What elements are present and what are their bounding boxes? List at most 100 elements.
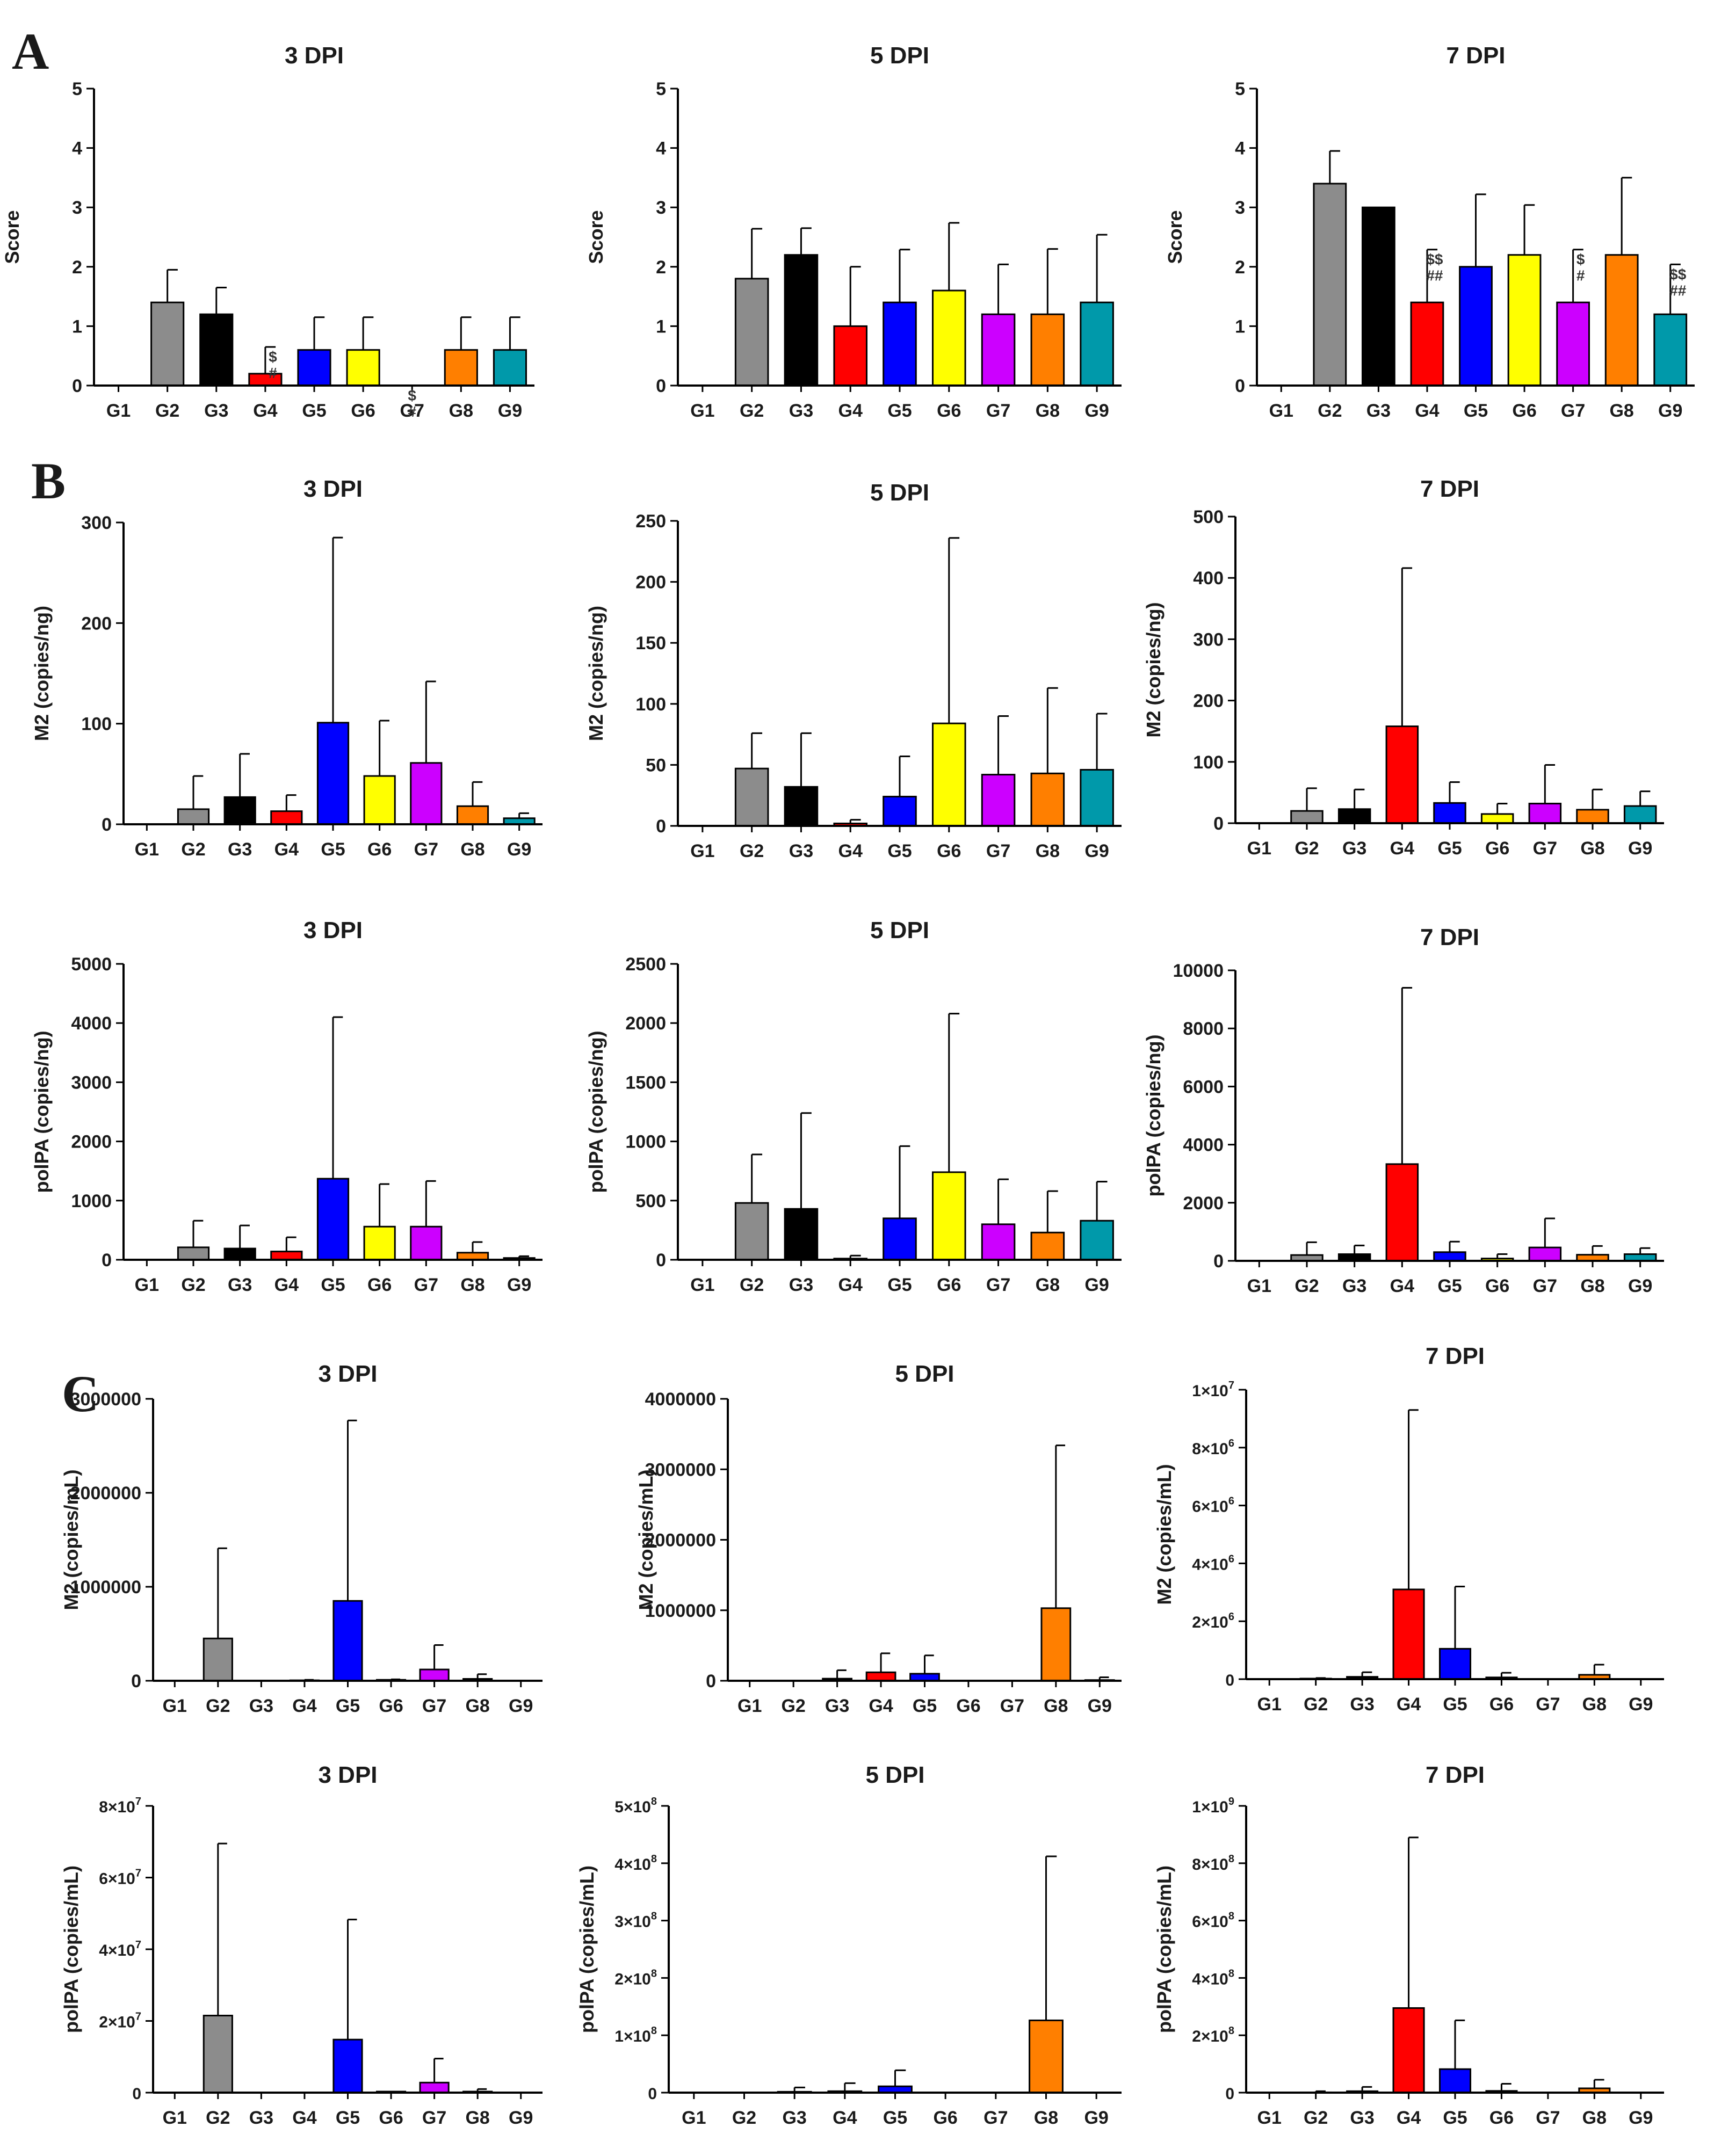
y-tick-label: 0 xyxy=(656,1250,666,1271)
x-tick-label-g4: G4 xyxy=(1415,401,1439,421)
chart-b-8: 5 DPI polPA (copies/ng) G1 G2 G3 G4 G5 G6 G7 G8 G9… xyxy=(585,917,1122,1295)
x-tick-label-g8: G8 xyxy=(465,2108,489,2128)
y-tick-label: 2 xyxy=(656,257,666,278)
bar-g9 xyxy=(1653,313,1688,387)
y-tick-label: 100 xyxy=(635,694,666,715)
bar-g7 xyxy=(419,1668,450,1682)
y-tick-label: 0 xyxy=(1225,2085,1234,2103)
y-tick-label: 4 xyxy=(1235,139,1245,159)
x-tick-label-g5: G5 xyxy=(336,1696,360,1716)
chart-title: 5 DPI xyxy=(870,917,929,943)
bar-g2 xyxy=(203,2014,233,2094)
bar-g8 xyxy=(1030,313,1065,387)
x-tick-label-g4: G4 xyxy=(1397,1694,1421,1715)
bar-g2 xyxy=(734,767,769,827)
bar-g5 xyxy=(316,1178,350,1261)
chart-title: 5 DPI xyxy=(865,1762,924,1788)
y-tick-label: 0 xyxy=(656,376,666,396)
bar-g4 xyxy=(270,810,303,825)
x-tick-label-g4: G4 xyxy=(292,1696,316,1716)
bar-g8 xyxy=(1030,772,1065,827)
chart-a-2: 5 DPI Score G1 G2 G3 G4 G5 G6 G7 G8 G9 0 1 2 3 4 5 xyxy=(585,42,1122,421)
y-tick-label: 2000000 xyxy=(70,1483,141,1504)
x-tick-label-g4: G4 xyxy=(869,1696,893,1716)
x-tick-label-g1: G1 xyxy=(690,401,714,421)
y-tick-label: 1000000 xyxy=(70,1577,141,1598)
chart-title: 7 DPI xyxy=(1426,1762,1485,1788)
y-tick-label: 6×108 xyxy=(1192,1911,1234,1931)
bar-g4 xyxy=(1392,2007,1425,2094)
x-tick-label-g2: G2 xyxy=(206,1696,230,1716)
y-tick-label: 1 xyxy=(1235,316,1245,337)
significance-mark: # xyxy=(1576,267,1585,284)
x-tick-label-g4: G4 xyxy=(253,401,277,421)
y-tick-label: 10000 xyxy=(1173,961,1224,981)
y-tick-label: 1000 xyxy=(625,1132,666,1152)
panel-label-a: A xyxy=(12,23,49,80)
y-tick-label: 2000 xyxy=(71,1132,112,1152)
x-tick-label-g1: G1 xyxy=(163,2108,187,2128)
y-tick-label: 1×107 xyxy=(1192,1380,1234,1400)
y-tick-label: 4 xyxy=(72,139,82,159)
bar-g7 xyxy=(1556,301,1590,387)
y-axis-label: polPA (copies/ng) xyxy=(31,1031,53,1193)
x-tick-label-g8: G8 xyxy=(1036,841,1060,861)
x-tick-label-g3: G3 xyxy=(228,1275,252,1295)
chart-b-9: 7 DPI polPA (copies/ng) G1 G2 G3 G4 G5 G6 G7 G8 G9… xyxy=(1142,924,1664,1296)
y-tick-label: 3 xyxy=(1235,198,1245,218)
x-tick-label-g1: G1 xyxy=(1269,401,1293,421)
bar-g5 xyxy=(332,1600,363,1682)
y-tick-label: 3×108 xyxy=(614,1911,657,1931)
x-tick-label-g1: G1 xyxy=(1257,2108,1282,2128)
bar-g6 xyxy=(931,1171,966,1261)
bar-g2 xyxy=(734,278,769,387)
bar-g4 xyxy=(865,1671,896,1682)
x-tick-label-g4: G4 xyxy=(833,2108,857,2128)
chart-title: 7 DPI xyxy=(1420,476,1479,502)
y-tick-label: 5 xyxy=(72,79,82,99)
x-tick-label-g2: G2 xyxy=(181,839,205,860)
bar-g3 xyxy=(1362,206,1395,387)
x-tick-label-g3: G3 xyxy=(1366,401,1391,421)
y-tick-label: 8×107 xyxy=(99,1796,141,1816)
x-tick-label-g4: G4 xyxy=(838,841,863,861)
chart-title: 5 DPI xyxy=(870,480,929,506)
y-tick-label: 3000000 xyxy=(645,1460,716,1480)
x-tick-label-g1: G1 xyxy=(135,839,159,860)
bar-g2 xyxy=(177,1246,210,1261)
bar-g5 xyxy=(883,795,917,827)
x-tick-label-g5: G5 xyxy=(887,841,912,861)
x-tick-label-g2: G2 xyxy=(732,2108,756,2128)
x-tick-label-g9: G9 xyxy=(1629,2108,1653,2128)
x-tick-label-g1: G1 xyxy=(690,1275,714,1295)
x-tick-label-g9: G9 xyxy=(498,401,522,421)
x-tick-label-g2: G2 xyxy=(781,1696,805,1716)
y-tick-label: 4000000 xyxy=(645,1389,716,1410)
bar-g4 xyxy=(270,1251,303,1261)
bar-g4 xyxy=(1410,301,1444,387)
bar-g8 xyxy=(456,805,489,825)
y-tick-label: 0 xyxy=(1213,814,1224,834)
y-tick-label: 0 xyxy=(102,1250,112,1271)
bar-g4 xyxy=(833,325,868,387)
x-tick-label-g3: G3 xyxy=(1350,2108,1374,2128)
bar-g6 xyxy=(931,722,966,827)
y-tick-label: 2 xyxy=(1235,257,1245,278)
chart-b-7: 3 DPI polPA (copies/ng) G1 G2 G3 G4 G5 G6 G7 G8 G9… xyxy=(31,917,543,1295)
y-tick-label: 4×108 xyxy=(1192,1968,1234,1988)
bar-g7 xyxy=(981,1223,1016,1261)
x-tick-label-g7: G7 xyxy=(1533,838,1557,859)
x-tick-label-g1: G1 xyxy=(1257,1694,1282,1715)
y-tick-label: 500 xyxy=(1193,507,1224,527)
y-axis-label: Score xyxy=(1,210,23,264)
y-tick-label: 4 xyxy=(656,139,666,159)
x-tick-label-g4: G4 xyxy=(838,401,863,421)
x-tick-label-g5: G5 xyxy=(1437,838,1462,859)
y-tick-label: 2000000 xyxy=(645,1530,716,1551)
bar-g6 xyxy=(363,775,396,825)
x-tick-label-g3: G3 xyxy=(782,2108,806,2128)
bar-g7 xyxy=(981,774,1016,827)
y-tick-label: 200 xyxy=(1193,691,1224,712)
